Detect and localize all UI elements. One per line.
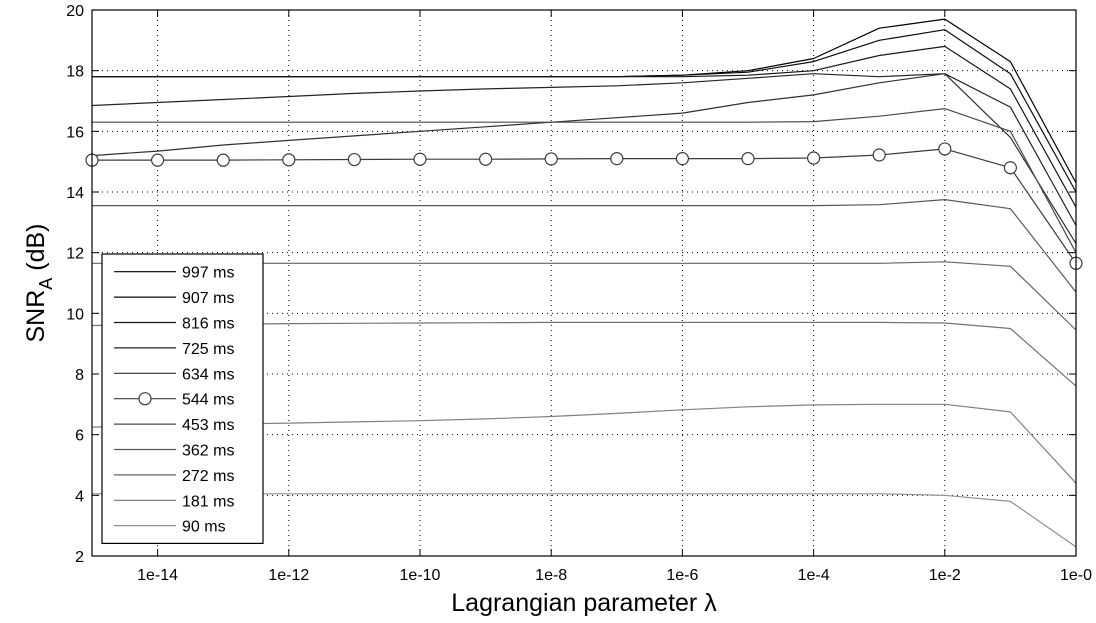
y-tick-label: 16 [66, 124, 84, 141]
x-tick-label: 1e-4 [798, 567, 830, 584]
legend-label: 997 ms [182, 265, 234, 282]
x-tick-label: 1e-8 [535, 567, 567, 584]
series-point [1003, 161, 1018, 175]
series-point [938, 142, 952, 156]
y-axis-title-unit: (dB) [22, 224, 50, 278]
x-tick-label: 1e-12 [268, 567, 309, 584]
series-line-4 [91, 73, 1077, 244]
y-tick-label: 8 [75, 367, 84, 384]
legend-label: 816 ms [182, 316, 234, 333]
series-point [282, 153, 296, 167]
legend-label: 544 ms [182, 392, 234, 409]
series-point [675, 152, 690, 166]
series-point [479, 152, 493, 166]
y-tick-label: 10 [66, 306, 84, 323]
series-point [151, 153, 165, 167]
y-axis-title-sub: A [36, 278, 56, 290]
series-line-6 [92, 107, 1077, 253]
x-tick-label: 1e-14 [137, 567, 178, 584]
x-tick-label: 1e-10 [400, 567, 441, 584]
legend-label: 272 ms [182, 468, 234, 485]
series-line-5 [92, 148, 1077, 264]
series-line-7 [92, 199, 1077, 293]
series-line-3 [91, 73, 1077, 226]
y-tick-label: 6 [75, 428, 84, 445]
series-point [610, 152, 624, 166]
y-axis-title-main: SNR [22, 290, 50, 343]
legend-label: 634 ms [182, 366, 234, 383]
plot-frame [91, 9, 1077, 557]
x-tick-label: 1e-0 [1060, 567, 1092, 584]
series-point [347, 152, 361, 167]
legend-label: 181 ms [182, 493, 234, 510]
y-tick-label: 18 [66, 64, 84, 81]
legend: 997 ms 907 ms 816 ms 725 ms 634 ms 544 ms 453 … [101, 253, 264, 544]
y-tick-label: 14 [66, 185, 84, 202]
series-point [544, 152, 558, 166]
legend-label: 453 ms [182, 417, 234, 434]
legend-label: 362 ms [182, 443, 234, 460]
x-axis-title: Lagrangian parameter λ [451, 589, 717, 617]
axis-ticks: 1e-14 1e-12 1e-10 1e-8 1e-6 1e-4 1e-2 1e-024681… [66, 3, 1092, 584]
legend-marker [138, 392, 152, 406]
series-point [741, 152, 755, 166]
series-point [872, 148, 886, 162]
series-point [413, 152, 427, 166]
x-tick-label: 1e-6 [666, 567, 698, 584]
series-line-2 [92, 45, 1077, 208]
y-tick-label: 4 [75, 488, 84, 505]
series-point [216, 153, 230, 167]
legend-label: 90 ms [182, 519, 226, 536]
y-tick-label: 12 [66, 246, 84, 263]
x-tick-label: 1e-2 [929, 567, 961, 584]
series-point [806, 151, 821, 165]
legend-label: 907 ms [182, 290, 234, 307]
y-tick-label: 2 [75, 549, 84, 566]
y-tick-label: 20 [66, 3, 84, 20]
y-axis-title: SNRA (dB) [22, 224, 56, 343]
legend-label: 725 ms [182, 341, 234, 358]
